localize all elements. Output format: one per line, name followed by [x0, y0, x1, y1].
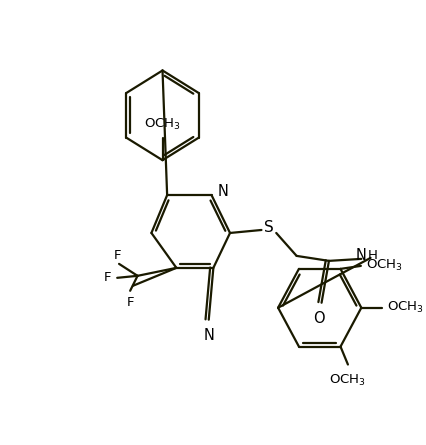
Text: OCH$_3$: OCH$_3$: [387, 300, 424, 316]
Text: N: N: [218, 184, 229, 198]
Text: N: N: [356, 248, 367, 263]
Text: N: N: [203, 328, 214, 343]
Text: S: S: [264, 220, 274, 235]
Text: OCH$_3$: OCH$_3$: [144, 117, 181, 132]
Text: H: H: [368, 249, 378, 263]
Text: F: F: [104, 271, 112, 284]
Text: OCH$_3$: OCH$_3$: [329, 372, 366, 388]
Text: OCH$_3$: OCH$_3$: [366, 259, 403, 273]
Text: F: F: [127, 296, 134, 309]
Text: O: O: [313, 311, 325, 326]
Text: F: F: [113, 249, 121, 262]
